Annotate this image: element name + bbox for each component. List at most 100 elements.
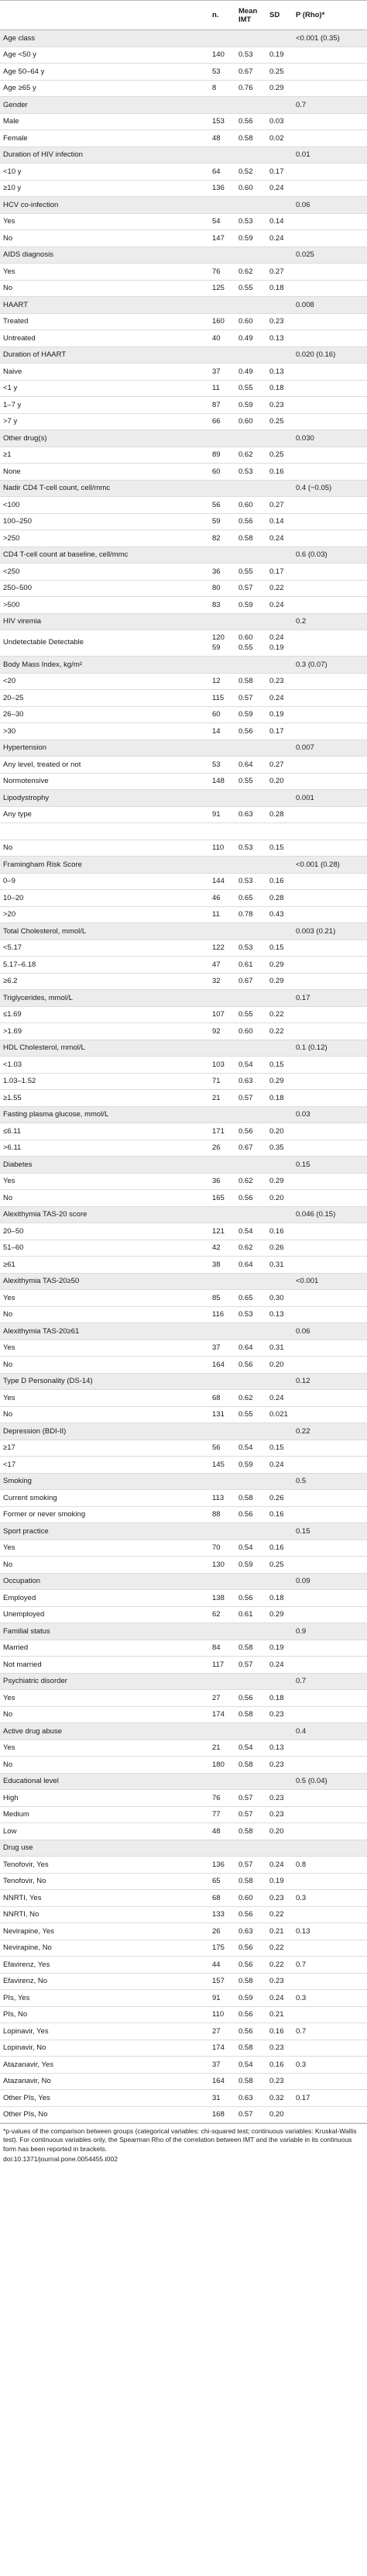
- cell-mean-imt: [235, 1623, 266, 1640]
- cell-mean-imt: 0.60: [235, 1022, 266, 1040]
- cell-mean-imt: [235, 1322, 266, 1340]
- cell-p: [293, 580, 367, 597]
- cell-p: [293, 180, 367, 197]
- cell-mean-imt: [235, 613, 266, 630]
- cell-mean-imt: 0.62: [235, 1389, 266, 1407]
- row-label: No: [0, 1306, 209, 1323]
- cell-sd: 0.29: [266, 956, 293, 974]
- cell-mean-imt: 0.63: [235, 2089, 266, 2107]
- cell-mean-imt: 0.56: [235, 1122, 266, 1140]
- row-label: Psychiatric disorder: [0, 1673, 209, 1690]
- cell-sd: 0.23: [266, 1756, 293, 1774]
- table-row: ≥1.55 21 0.57 0.18: [0, 1089, 367, 1107]
- cell-sd: [266, 429, 293, 447]
- row-label: Age ≥65 y: [0, 80, 209, 97]
- cell-p: 0.5 (0.04): [293, 1773, 367, 1790]
- cell-mean-imt: 0.55: [235, 280, 266, 297]
- table-row: 5.17–6.18 47 0.61 0.29: [0, 956, 367, 974]
- cell-mean-imt: [235, 856, 266, 874]
- cell-mean-imt: 0.58: [235, 529, 266, 547]
- cell-sd: 0.23: [266, 396, 293, 414]
- row-label: 250–500: [0, 580, 209, 597]
- cell-p: [293, 1389, 367, 1407]
- row-label: Medium: [0, 1806, 209, 1823]
- cell-sd: 0.24: [266, 1989, 293, 2007]
- cell-n: 131: [209, 1406, 235, 1423]
- table-row: Yes 68 0.62 0.24: [0, 1389, 367, 1407]
- table-row: Atazanavir, No 164 0.58 0.23: [0, 2073, 367, 2090]
- cell-p: 0.3: [293, 2056, 367, 2074]
- cell-mean-imt: 0.56: [235, 513, 266, 530]
- cell-n: 48: [209, 1823, 235, 1840]
- cell-mean-imt: [235, 347, 266, 364]
- row-label: Drug use: [0, 1840, 209, 1857]
- row-label: Nadir CD4 T-cell count, cell/mmc: [0, 480, 209, 497]
- row-label: None: [0, 463, 209, 481]
- row-label: Male: [0, 113, 209, 130]
- header-p: P (Rho)*: [293, 0, 367, 30]
- cell-sd: 0.18: [266, 1689, 293, 1707]
- row-label: Nevirapine, Yes: [0, 1923, 209, 1940]
- cell-n: 37: [209, 1340, 235, 1357]
- cell-mean-imt: 0.60: [235, 1889, 266, 1907]
- section-row: Lipodystrophy 0.001: [0, 789, 367, 807]
- cell-sd: [266, 989, 293, 1007]
- cell-mean-imt: 0.58: [235, 1706, 266, 1723]
- cell-n: [209, 1040, 235, 1057]
- cell-n: 148: [209, 773, 235, 790]
- cell-n: 54: [209, 213, 235, 230]
- cell-mean-imt: 0.58: [235, 129, 266, 147]
- cell-p: [293, 396, 367, 414]
- row-label: Hypertension: [0, 740, 209, 757]
- section-row: Other drug(s) 0.030: [0, 429, 367, 447]
- cell-p: [293, 2006, 367, 2023]
- cell-p: [293, 413, 367, 430]
- cell-p: [293, 2106, 367, 2123]
- cell-p: [293, 1556, 367, 1574]
- table-row: Any type 91 0.63 0.28: [0, 806, 367, 823]
- cell-mean-imt: 0.59: [235, 1456, 266, 1474]
- cell-n: 84: [209, 1640, 235, 1657]
- cell-mean-imt: 0.63: [235, 806, 266, 823]
- row-label: Not married: [0, 1656, 209, 1674]
- cell-n: 110: [209, 840, 235, 857]
- cell-sd: 0.24: [266, 180, 293, 197]
- cell-n: 157: [209, 1973, 235, 1990]
- table-row: Lopinavir, No 174 0.58 0.23: [0, 2040, 367, 2057]
- cell-sd: 0.24: [266, 596, 293, 614]
- cell-n: 110: [209, 2006, 235, 2023]
- cell-n: 42: [209, 1240, 235, 1257]
- row-label: >6.11: [0, 1140, 209, 1157]
- cell-sd: 0.15: [266, 1440, 293, 1457]
- header-label: [0, 0, 209, 30]
- cell-mean-imt: 0.59: [235, 1989, 266, 2007]
- cell-mean-imt: [235, 1723, 266, 1740]
- cell-mean-imt: [235, 1573, 266, 1590]
- row-label: Naive: [0, 363, 209, 381]
- section-row: Duration of HIV infection 0.01: [0, 147, 367, 164]
- section-row: Drug use: [0, 1840, 367, 1857]
- cell-n: 76: [209, 263, 235, 281]
- table-row: <1 y 11 0.55 0.18: [0, 380, 367, 397]
- cell-n: [209, 1156, 235, 1174]
- section-row: Sport practice 0.15: [0, 1522, 367, 1540]
- cell-p: [293, 1022, 367, 1040]
- cell-mean-imt: 0.58: [235, 1489, 266, 1507]
- cell-n: 70: [209, 1540, 235, 1557]
- section-row: Triglycerides, mmol/L 0.17: [0, 989, 367, 1007]
- row-label: Yes: [0, 1540, 209, 1557]
- table-row: Efavirenz, No 157 0.58 0.23: [0, 1973, 367, 1990]
- table-row: <17 145 0.59 0.24: [0, 1456, 367, 1474]
- cell-p: 0.007: [293, 740, 367, 757]
- table-row: Yes 54 0.53 0.14: [0, 213, 367, 230]
- section-row: Smoking 0.5: [0, 1473, 367, 1490]
- cell-sd: 0.21: [266, 1923, 293, 1940]
- cell-p: [293, 1756, 367, 1774]
- cell-p: [293, 263, 367, 281]
- cell-mean-imt: 0.56: [235, 113, 266, 130]
- cell-sd: 0.23: [266, 2073, 293, 2090]
- table-row: Yes 76 0.62 0.27: [0, 263, 367, 281]
- cell-p: [293, 1506, 367, 1523]
- cell-mean-imt: 0.55: [235, 1006, 266, 1023]
- cell-mean-imt: 0.53: [235, 873, 266, 890]
